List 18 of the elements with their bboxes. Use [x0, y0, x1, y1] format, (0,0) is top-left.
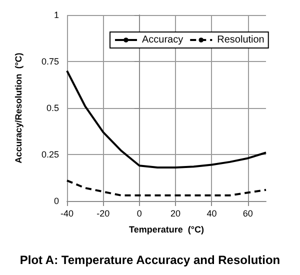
x-tick-label: 60 — [242, 208, 253, 218]
y-axis-title: Accuracy/Resolution (°C) — [14, 52, 24, 164]
y-tick-label: 0.25 — [41, 150, 59, 160]
y-tick-label: 0.75 — [41, 56, 59, 66]
x-tick-label: -20 — [96, 208, 110, 218]
line-series — [66, 180, 267, 196]
y-tick-label: 0.5 — [46, 103, 59, 113]
x-tick-label: -40 — [60, 208, 74, 218]
line-series — [66, 70, 267, 169]
y-tick-label: 0 — [54, 196, 59, 206]
x-tick-label: 20 — [170, 208, 181, 218]
legend-label: Resolution — [217, 34, 264, 46]
legend-label: Accuracy — [142, 34, 184, 46]
y-tick-label: 1 — [54, 10, 59, 20]
text: Plot A: Temperature Accuracy and Resolution — [20, 253, 280, 267]
x-axis-title: Temperature (°C) — [129, 224, 204, 234]
x-tick-label: 40 — [206, 208, 217, 218]
x-tick-label: 0 — [136, 208, 142, 218]
